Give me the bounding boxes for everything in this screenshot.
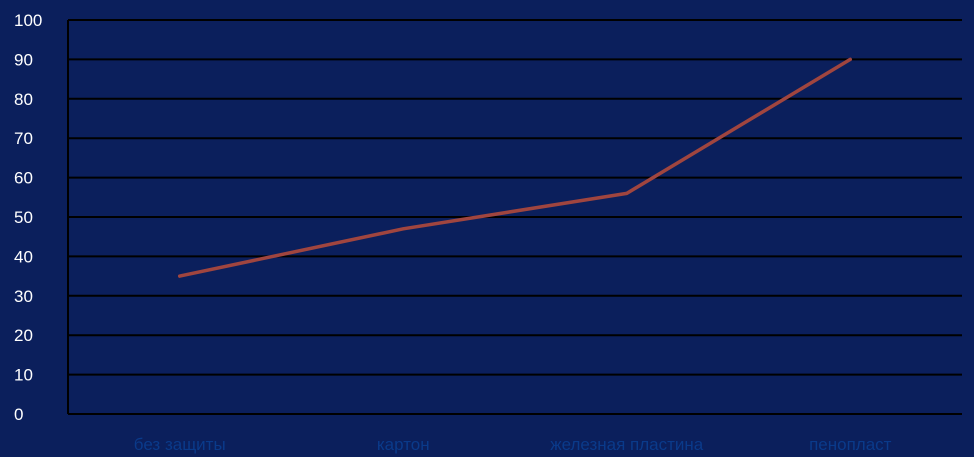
y-tick-label: 10 [14, 366, 33, 385]
y-tick-label: 20 [14, 326, 33, 345]
x-tick-label: пенопласт [809, 435, 892, 454]
series-line [178, 57, 852, 278]
x-axis: без защиты картон железная пластина пенопла… [134, 435, 892, 454]
gridlines [68, 19, 962, 415]
x-tick-label: картон [377, 435, 430, 454]
y-tick-label: 60 [14, 169, 33, 188]
x-tick-label: без защиты [134, 435, 226, 454]
y-tick-label: 100 [14, 11, 42, 30]
data-point [625, 191, 629, 195]
y-tick-label: 30 [14, 287, 33, 306]
data-point [848, 57, 852, 61]
y-axis: 0 10 20 30 40 50 60 70 80 90 100 [14, 11, 69, 424]
series-layer [178, 57, 852, 278]
y-tick-label: 50 [14, 208, 33, 227]
data-point [178, 274, 182, 278]
data-point [401, 227, 405, 231]
y-tick-label: 40 [14, 247, 33, 266]
y-tick-label: 90 [14, 50, 33, 69]
y-tick-label: 0 [14, 405, 23, 424]
y-tick-label: 80 [14, 90, 33, 109]
y-tick-label: 70 [14, 129, 33, 148]
x-tick-label: железная пластина [550, 435, 704, 454]
